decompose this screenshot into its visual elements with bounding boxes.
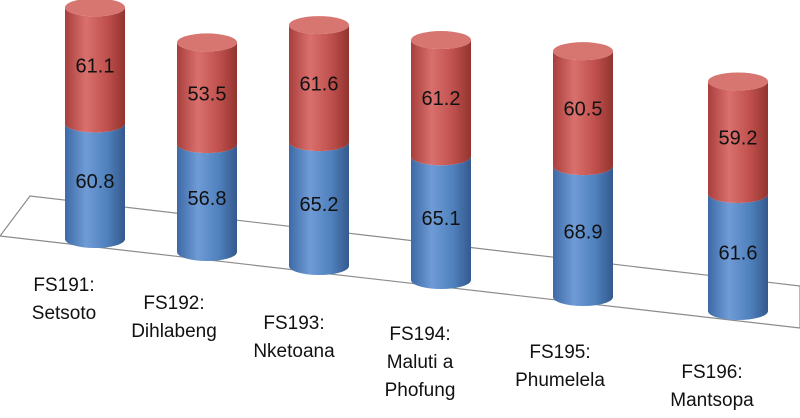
data-label-series-1: 56.8 [188,188,227,210]
data-label-series-1: 60.8 [76,171,115,193]
bar-top-cap [65,0,125,17]
data-label-series-2: 59.2 [719,128,758,150]
bar-top-cap [289,16,349,35]
category-label: Maluti a [387,352,454,373]
data-label-series-2: 61.2 [422,88,461,110]
data-label-series-2: 61.1 [76,55,115,77]
bar-segment-series-2 [708,81,768,203]
category-label: Dihlabeng [131,321,217,342]
category-label: Phumelela [515,370,605,391]
data-label-series-1: 68.9 [564,222,603,244]
category-label: Setsoto [32,303,96,324]
category-label: FS193: [263,313,324,334]
data-label-series-2: 61.6 [300,74,339,96]
labels-group: 60.8 61.1 56.8 53.5 65.2 61.6 65.1 61.2 68.9 60.5… [32,55,758,411]
bar-segment-series-2 [289,25,349,152]
data-label-series-2: 53.5 [188,83,227,105]
data-label-series-1: 65.1 [422,208,461,230]
bar-segment-series-1 [289,142,349,275]
category-label: FS195: [529,342,590,363]
bar-segment-series-2 [553,51,613,176]
data-label-series-2: 60.5 [564,99,603,121]
category-label: Mantsopa [670,390,754,411]
bars-group [65,0,768,320]
bar-segment-series-1 [411,156,471,289]
bar-segment-series-1 [65,123,125,248]
bar-top-cap [177,33,237,52]
bar-top-cap [411,31,471,50]
category-label: FS192: [143,293,204,314]
category-label: FS196: [681,362,742,383]
category-label: Phofung [385,380,456,401]
bar-segment-series-1 [708,193,768,320]
bar-segment-series-2 [65,7,125,133]
category-label: FS194: [389,324,450,345]
bar-top-cap [708,72,768,91]
bar-segment-series-2 [177,42,238,154]
data-label-series-1: 65.2 [300,194,339,216]
bar-segment-series-2 [411,40,471,166]
bar-top-cap [553,42,613,61]
category-label: FS191: [33,275,94,296]
bar-segment-series-1 [553,166,613,306]
bar-segment-series-1 [177,144,238,261]
category-label: Nketoana [253,341,335,362]
data-label-series-1: 61.6 [719,242,758,264]
